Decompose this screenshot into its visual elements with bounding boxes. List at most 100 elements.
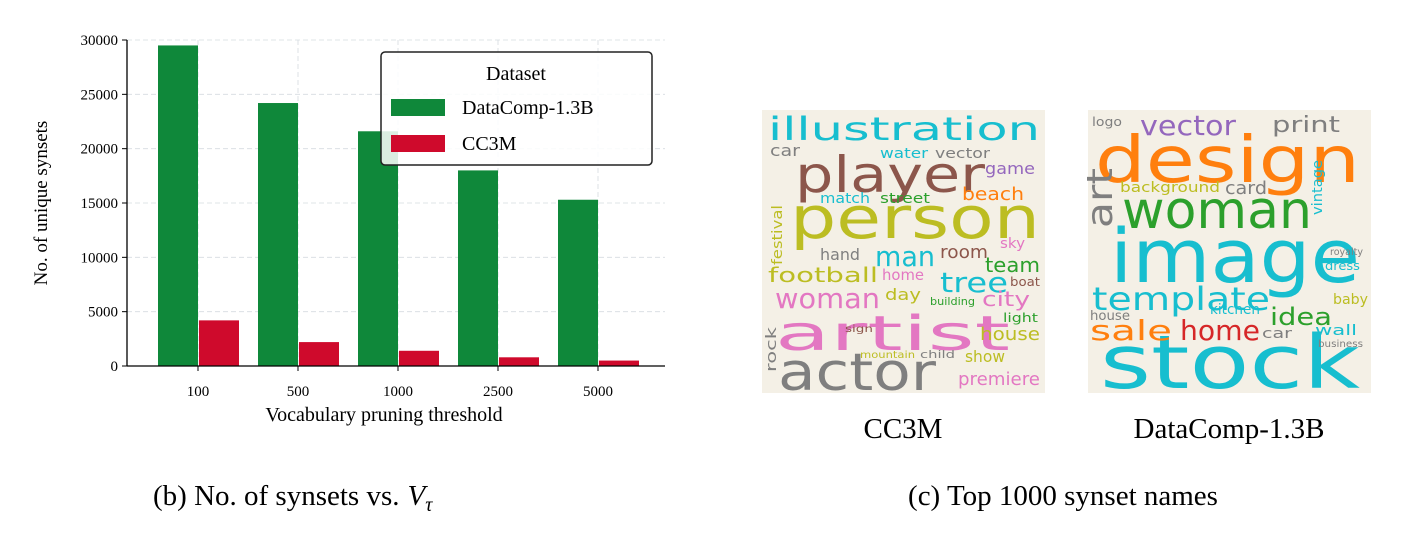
word: game <box>985 159 1035 178</box>
word: sky <box>1000 236 1025 252</box>
word: image <box>1110 214 1360 300</box>
word: royalty <box>1330 247 1363 258</box>
word: beach <box>962 184 1024 205</box>
word: car <box>770 141 800 160</box>
bar <box>258 103 298 366</box>
word: kitchen <box>1210 302 1260 318</box>
caption: (c) Top 1000 synset names <box>908 480 1218 512</box>
word: print <box>1272 113 1340 138</box>
word: sale <box>1090 314 1172 347</box>
caption: (b) No. of synsets vs. Vτ <box>153 480 433 516</box>
word: day <box>885 285 921 304</box>
y-tick-label: 10000 <box>81 250 119 266</box>
word: room <box>940 242 988 263</box>
x-tick-label: 1000 <box>383 384 413 400</box>
bar <box>199 320 239 366</box>
legend-swatch <box>391 99 445 116</box>
word: tree <box>940 266 1008 299</box>
y-tick-label: 0 <box>111 359 119 375</box>
word: house <box>980 324 1040 345</box>
word: woman <box>775 282 880 315</box>
word: street <box>880 191 931 207</box>
word: sign <box>845 324 873 335</box>
word: stock <box>1100 320 1360 406</box>
caption-text: (b) No. of synsets vs. <box>153 480 400 512</box>
word: house <box>1090 309 1130 324</box>
x-tick-label: 100 <box>187 384 210 400</box>
word: wall <box>1315 323 1357 339</box>
word: building <box>930 295 975 308</box>
word: baby <box>1333 292 1368 308</box>
word: art <box>1080 168 1121 228</box>
word: artist <box>775 306 1010 362</box>
word: light <box>1003 311 1038 325</box>
word: person <box>790 184 1040 252</box>
word: vector <box>935 146 990 162</box>
y-axis-label: No. of unique synsets <box>31 121 52 286</box>
x-tick-label: 2500 <box>483 384 513 400</box>
legend-title: Dataset <box>486 63 546 85</box>
word: woman <box>1122 181 1312 241</box>
legend-swatch <box>391 135 445 152</box>
word: child <box>920 348 955 361</box>
caption-variable: V <box>408 480 429 512</box>
y-tick-label: 25000 <box>81 87 119 103</box>
bar <box>358 131 398 366</box>
word: show <box>965 347 1005 366</box>
y-tick-label: 5000 <box>88 305 118 321</box>
word: business <box>1318 339 1363 350</box>
bar <box>599 360 639 366</box>
word: car <box>1262 326 1292 342</box>
word-cloud-background <box>1088 110 1371 393</box>
word: illustration <box>768 110 1040 148</box>
bar <box>158 45 198 366</box>
word: player <box>795 146 986 204</box>
bar <box>499 357 539 366</box>
word: vector <box>1140 109 1237 142</box>
word: idea <box>1270 303 1332 331</box>
word: home <box>1180 314 1260 347</box>
legend-box <box>380 51 653 166</box>
x-axis-label: Vocabulary pruning threshold <box>265 404 502 426</box>
word: hand <box>820 245 860 264</box>
word: mountain <box>860 350 915 361</box>
word: vintage <box>1310 160 1326 215</box>
word: rock <box>764 326 780 372</box>
word: boat <box>1010 275 1040 289</box>
bar <box>299 342 339 366</box>
word: festival <box>770 205 786 265</box>
word-cloud-label: CC3M <box>864 413 943 445</box>
word: actor <box>778 343 937 403</box>
y-tick-label: 30000 <box>81 33 119 49</box>
bar <box>399 350 439 366</box>
word: team <box>985 253 1040 277</box>
word: man <box>875 240 935 273</box>
caption-subscript: τ <box>425 494 433 516</box>
word: water <box>880 146 928 162</box>
y-tick-label: 15000 <box>81 196 119 212</box>
word-cloud-label: DataComp-1.3B <box>1134 413 1325 445</box>
bar <box>458 170 498 366</box>
legend-label: DataComp-1.3B <box>462 97 594 119</box>
word: city <box>982 287 1030 311</box>
word: card <box>1225 178 1267 199</box>
bar <box>558 199 598 366</box>
word: logo <box>1092 115 1122 129</box>
word: match <box>820 191 870 207</box>
word: background <box>1120 180 1220 196</box>
word: template <box>1092 280 1270 318</box>
word: home <box>882 266 924 284</box>
y-tick-label: 20000 <box>81 142 119 158</box>
word: premiere <box>958 369 1040 390</box>
x-tick-label: 500 <box>287 384 310 400</box>
word: dress <box>1325 259 1360 273</box>
legend-label: CC3M <box>462 133 517 155</box>
word: design <box>1095 124 1360 198</box>
word: football <box>768 263 878 287</box>
x-tick-label: 5000 <box>583 384 613 400</box>
word-cloud-background <box>762 110 1045 393</box>
